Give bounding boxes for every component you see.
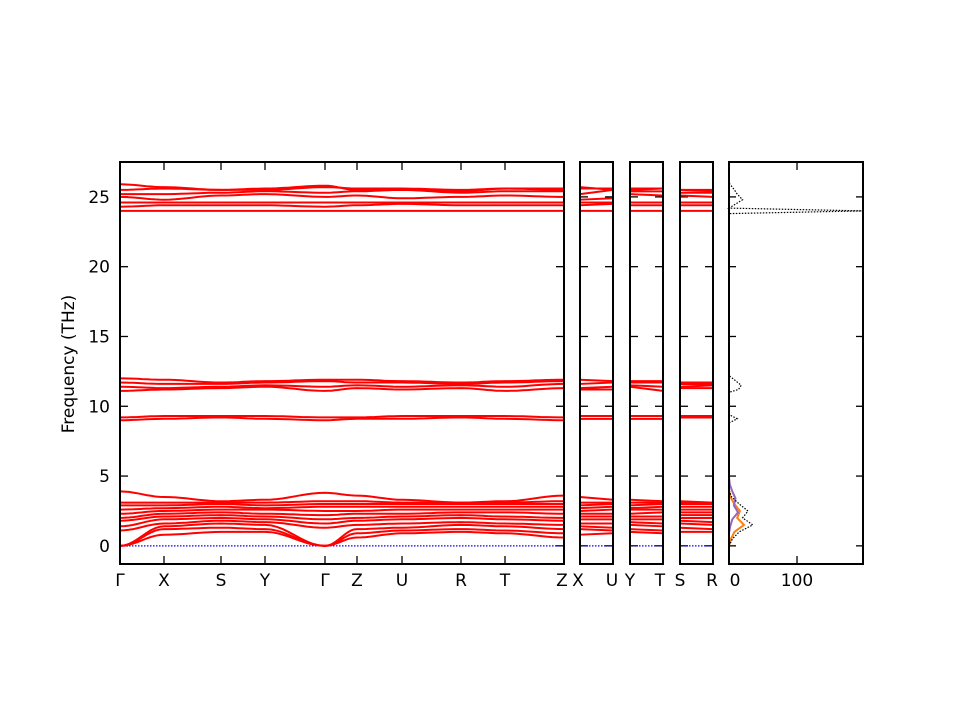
band-panel-main (119, 161, 565, 565)
band-line (120, 188, 564, 196)
x-tick-label: Γ (115, 571, 125, 591)
band-line (629, 498, 664, 503)
band-line (629, 528, 664, 532)
total-dos-line (726, 182, 864, 547)
band-line (119, 530, 565, 547)
band-line (120, 377, 564, 384)
x-tick-label: Z (556, 571, 568, 591)
band-line (679, 188, 714, 193)
y-tick-label: 15 (88, 327, 110, 347)
band-line (579, 385, 614, 390)
y-tick-label: 20 (88, 258, 110, 278)
band-line (679, 526, 714, 531)
band-panel-side (679, 161, 714, 565)
band-line (119, 522, 565, 547)
x-tick-label: X (572, 571, 584, 591)
partial-dos-line (728, 489, 746, 547)
band-line (679, 194, 714, 198)
band-line (120, 415, 564, 419)
band-line (579, 378, 614, 383)
band-line (579, 532, 614, 536)
x-tick-label: Y (624, 571, 636, 591)
band-line (119, 511, 565, 519)
band-line (579, 381, 614, 385)
partial-dos-line (728, 477, 740, 534)
x-tick-label: S (675, 571, 686, 591)
y-tick-label: 5 (99, 467, 110, 487)
band-line (629, 505, 664, 510)
band-line (119, 382, 565, 390)
band-line (629, 384, 664, 388)
band-line (679, 500, 714, 504)
band-line (119, 193, 564, 201)
y-axis-label: Frequency (THz) (59, 295, 79, 434)
band-line (629, 502, 664, 507)
band-panel-side (629, 161, 664, 565)
x-tick-label: T (499, 571, 511, 591)
band-line (579, 202, 614, 207)
band-line (119, 514, 564, 522)
band-line (629, 511, 664, 515)
band-line (579, 508, 614, 512)
band-line (579, 188, 614, 196)
x-tick-label: Γ (320, 571, 330, 591)
band-line (679, 519, 714, 524)
band-line (579, 528, 614, 532)
band-line (629, 193, 664, 197)
dos-x-tick-label: 0 (730, 571, 741, 591)
band-line (120, 503, 564, 507)
band-line (579, 502, 614, 507)
x-tick-label: Z (351, 571, 363, 591)
band-line (579, 197, 614, 201)
x-tick-label: U (606, 571, 618, 591)
x-tick-label: R (706, 571, 718, 591)
x-tick-label: U (396, 571, 408, 591)
band-line (120, 385, 565, 392)
band-line (119, 183, 564, 193)
band-line (629, 523, 664, 528)
dos-x-tick-label: 100 (781, 571, 813, 591)
dos-panel (728, 161, 864, 565)
band-line (120, 416, 564, 422)
band-line (629, 521, 664, 525)
x-tick-label: R (455, 571, 467, 591)
y-tick-label: 25 (88, 188, 110, 208)
band-line (119, 526, 565, 547)
y-tick-label: 10 (88, 397, 110, 417)
band-panel-side (579, 161, 614, 565)
band-line (119, 516, 564, 528)
band-line (119, 380, 565, 385)
band-line (579, 186, 614, 191)
band-line (629, 530, 664, 535)
band-line (679, 384, 714, 388)
band-line (119, 202, 564, 208)
band-line (119, 490, 565, 504)
band-line (629, 385, 664, 392)
band-line (119, 519, 564, 532)
band-line (579, 525, 614, 529)
x-tick-label: X (158, 571, 170, 591)
x-tick-label: S (216, 571, 227, 591)
x-tick-label: T (654, 571, 666, 591)
y-tick-label: 0 (99, 537, 110, 557)
band-line (679, 522, 714, 526)
band-line (579, 505, 614, 510)
band-line (119, 505, 564, 511)
x-tick-label: Y (259, 571, 271, 591)
band-line (579, 496, 614, 501)
band-line (119, 508, 564, 515)
